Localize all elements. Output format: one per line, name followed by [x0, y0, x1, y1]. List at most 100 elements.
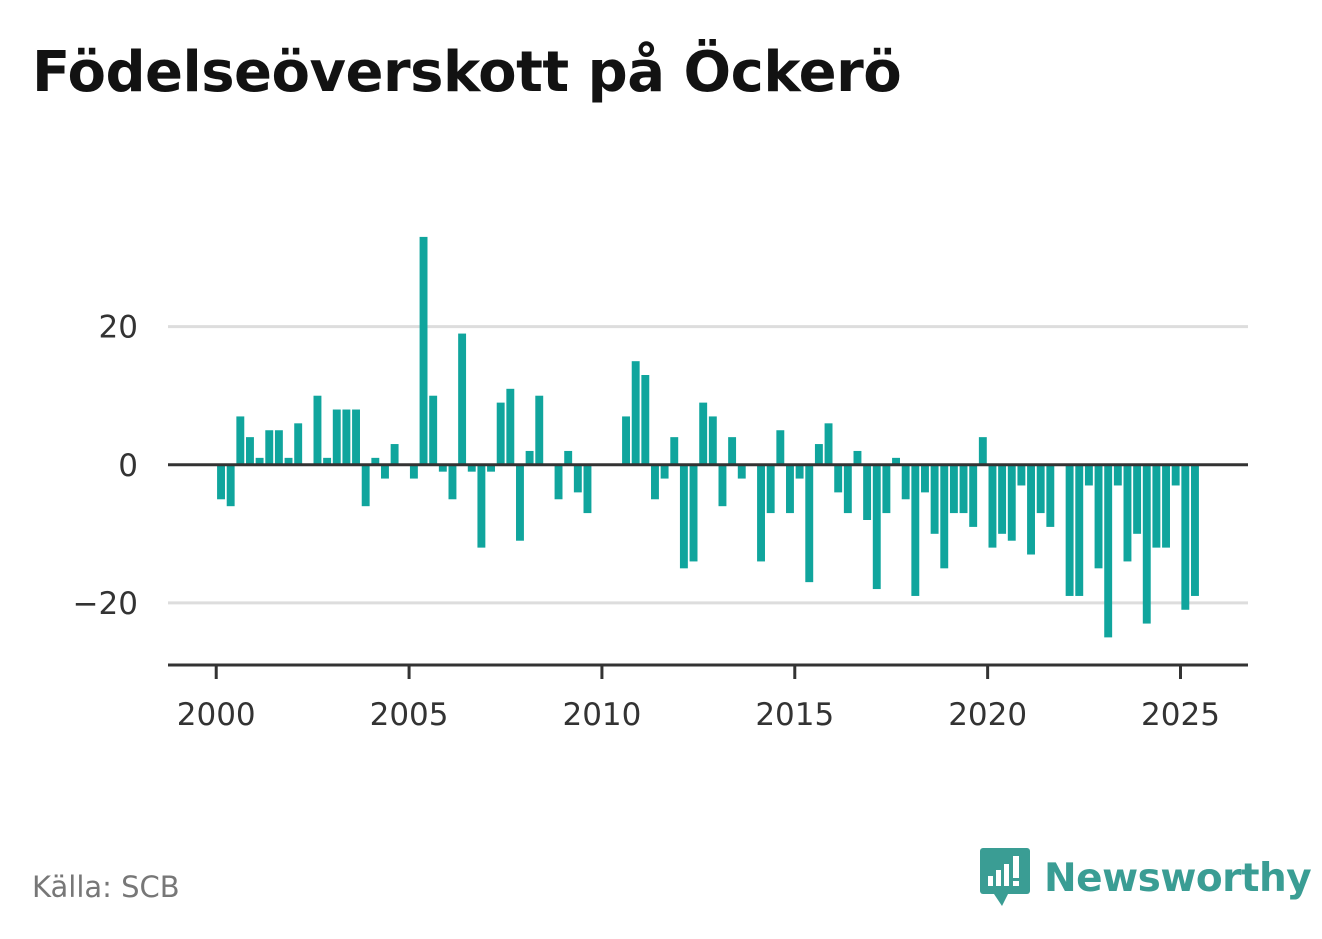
bar	[988, 464, 997, 548]
bar	[236, 416, 245, 465]
y-tick-label: 0	[118, 448, 138, 484]
x-tick-label: 2005	[370, 697, 449, 733]
bar	[863, 464, 872, 520]
bar	[651, 464, 659, 500]
bar	[1191, 464, 1199, 596]
bar	[757, 464, 765, 562]
bar	[438, 464, 447, 472]
bar	[265, 430, 274, 465]
bar	[921, 464, 929, 493]
bar	[834, 464, 843, 493]
bar	[361, 464, 370, 507]
bar	[564, 450, 573, 465]
bar	[641, 375, 650, 465]
bar	[1181, 464, 1190, 610]
bar	[1036, 464, 1045, 514]
bar	[814, 444, 823, 465]
bar	[853, 450, 862, 465]
bar	[371, 457, 380, 465]
bar	[323, 457, 332, 465]
bar	[892, 457, 900, 465]
bar	[390, 444, 399, 465]
y-tick-label: 20	[99, 310, 138, 346]
bar	[1046, 464, 1055, 527]
bar	[930, 464, 939, 534]
bar	[409, 464, 418, 479]
x-tick-label: 2000	[177, 697, 256, 733]
bar	[419, 236, 428, 465]
bar	[959, 464, 968, 514]
bar	[284, 457, 293, 465]
source-note: Källa: SCB	[32, 870, 180, 904]
bar	[458, 333, 467, 465]
bar	[554, 464, 563, 500]
bar	[882, 464, 891, 514]
bar	[255, 457, 264, 465]
brand-logo[interactable]: Newsworthy	[980, 848, 1312, 908]
bar	[1162, 464, 1170, 548]
bar	[496, 402, 505, 465]
grid-lines	[168, 325, 1248, 605]
bar	[1133, 464, 1142, 534]
brand-name: Newsworthy	[1044, 855, 1312, 901]
bar	[776, 430, 785, 465]
bar	[226, 464, 235, 507]
bar	[448, 464, 457, 500]
bar	[516, 464, 524, 541]
bar	[342, 409, 351, 465]
bar	[978, 437, 987, 465]
bar	[699, 402, 708, 465]
bar	[1142, 464, 1151, 624]
bar	[670, 437, 679, 465]
bar	[217, 464, 225, 500]
bar	[274, 430, 283, 465]
bar	[583, 464, 592, 514]
bar	[998, 464, 1007, 534]
bar	[535, 395, 544, 465]
bar	[805, 464, 814, 583]
axes	[168, 463, 1248, 667]
bar	[728, 437, 737, 465]
bar	[679, 464, 688, 569]
bar	[1094, 464, 1103, 569]
bar	[487, 464, 495, 472]
bar	[766, 464, 775, 514]
bar	[969, 464, 978, 527]
bar	[573, 464, 582, 493]
bar	[1017, 464, 1026, 486]
bar	[381, 464, 389, 479]
bar	[795, 464, 804, 479]
bar-series	[217, 236, 1199, 638]
y-tick-label: −20	[73, 586, 138, 622]
bar	[506, 388, 515, 465]
bar	[940, 464, 949, 569]
bar	[737, 464, 746, 479]
bar	[1113, 464, 1122, 486]
x-tick-label: 2015	[755, 697, 834, 733]
bar	[718, 464, 727, 507]
bar	[911, 464, 920, 596]
x-tick-label: 2020	[948, 697, 1027, 733]
x-tick-label: 2025	[1141, 697, 1220, 733]
bar	[631, 361, 640, 465]
bar	[872, 464, 881, 590]
bar	[1104, 464, 1113, 638]
x-axis-ticks: 2000 2005 2010 2015 2020 2025	[177, 665, 1220, 733]
bar	[1123, 464, 1132, 562]
bar	[843, 464, 852, 514]
bar	[467, 464, 476, 472]
bar	[246, 437, 254, 465]
bar	[477, 464, 486, 548]
bar	[708, 416, 717, 465]
x-tick-label: 2010	[562, 697, 641, 733]
bar	[294, 423, 303, 465]
bar	[525, 450, 534, 465]
bar	[622, 416, 630, 465]
bar	[660, 464, 669, 479]
bar	[1065, 464, 1074, 596]
bar	[1171, 464, 1180, 486]
bar	[949, 464, 958, 514]
bar	[689, 464, 698, 562]
bar	[1084, 464, 1093, 486]
